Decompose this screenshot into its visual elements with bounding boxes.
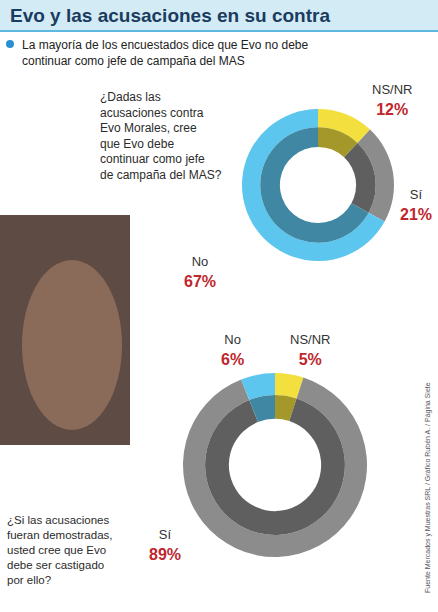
svg-text:No6%: No6% xyxy=(221,332,244,368)
svg-text:Sí21%: Sí21% xyxy=(400,187,432,223)
svg-text:Evo y las acusaciones en su co: Evo y las acusaciones en su contra xyxy=(10,5,330,26)
svg-text:La mayoría de los encuestados: La mayoría de los encuestados dice que E… xyxy=(22,38,309,68)
svg-text:NS/NR12%: NS/NR12% xyxy=(372,82,412,118)
svg-text:NS/NR5%: NS/NR5% xyxy=(290,332,330,368)
svg-text:¿Dadas lasacusaciones contraEv: ¿Dadas lasacusaciones contraEvo Morales,… xyxy=(100,90,222,182)
svg-text:Fuente Mercados y Muestras SRL: Fuente Mercados y Muestras SRL / Gráfico… xyxy=(424,382,432,593)
svg-text:Sí89%: Sí89% xyxy=(149,527,181,563)
svg-text:No67%: No67% xyxy=(184,254,216,290)
svg-text:¿Si las acusacionesfueran demo: ¿Si las acusacionesfueran demostradas,us… xyxy=(7,514,112,586)
